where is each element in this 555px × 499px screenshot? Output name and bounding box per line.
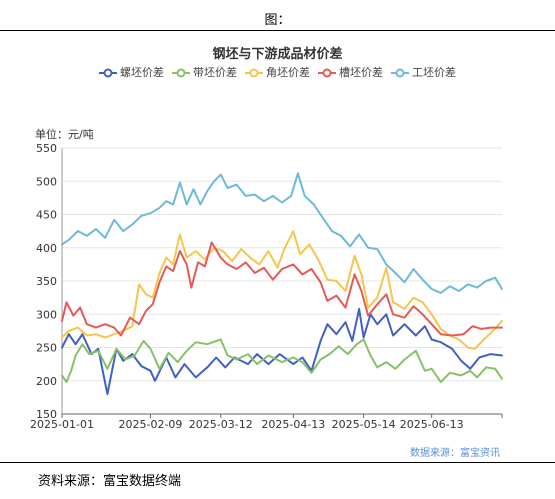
legend-item[interactable]: 角坯价差 [245, 64, 310, 80]
legend-swatch-icon [99, 68, 117, 78]
x-tick-label: 2025-01-01 [30, 418, 94, 431]
legend-label: 角坯价差 [266, 66, 310, 79]
legend-label: 工坯价差 [412, 66, 456, 79]
legend-label: 槽坯价差 [339, 66, 383, 79]
x-tick-label: 2025-05-14 [332, 418, 396, 431]
page-header: 图： [0, 0, 555, 31]
legend-swatch-icon [172, 68, 190, 78]
legend-label: 带坯价差 [193, 66, 237, 79]
y-unit-label: 单位：元/吨 [35, 128, 94, 141]
legend-swatch-icon [245, 68, 263, 78]
x-tick-label: 2025-04-13 [261, 418, 325, 431]
legend-item[interactable]: 螺坯价差 [99, 64, 164, 80]
y-tick-label: 250 [36, 342, 57, 355]
x-tick-label: 2025-03-12 [189, 418, 253, 431]
chart-legend: 螺坯价差 带坯价差 角坯价差 槽坯价差 工坯价差 [0, 64, 555, 80]
y-tick-label: 150 [36, 408, 57, 421]
footer-divider [0, 462, 555, 463]
series-line [61, 338, 503, 384]
chart-title: 钢坯与下游成品材价差 [212, 47, 343, 62]
y-tick-label: 200 [36, 375, 57, 388]
y-tick-label: 300 [36, 308, 57, 321]
footer-source-note: 资料来源：富宝数据终端 [38, 474, 182, 489]
series-line [61, 241, 503, 337]
series-line [61, 172, 503, 294]
x-tick-label: 2025-06-13 [400, 418, 464, 431]
legend-item[interactable]: 槽坯价差 [318, 64, 383, 80]
legend-swatch-icon [391, 68, 409, 78]
y-tick-label: 550 [36, 142, 57, 155]
figure-label: 图： [264, 13, 291, 28]
legend-label: 螺坯价差 [120, 66, 164, 79]
legend-item[interactable]: 带坯价差 [172, 64, 237, 80]
x-tick-label: 2025-02-09 [118, 418, 182, 431]
series-line [61, 230, 503, 350]
legend-item[interactable]: 工坯价差 [391, 64, 456, 80]
data-source-label: 数据来源：富宝资讯 [410, 448, 500, 459]
legend-swatch-icon [318, 68, 336, 78]
y-tick-label: 500 [36, 175, 57, 188]
y-tick-label: 350 [36, 275, 57, 288]
y-tick-label: 400 [36, 242, 57, 255]
y-tick-label: 450 [36, 209, 57, 222]
